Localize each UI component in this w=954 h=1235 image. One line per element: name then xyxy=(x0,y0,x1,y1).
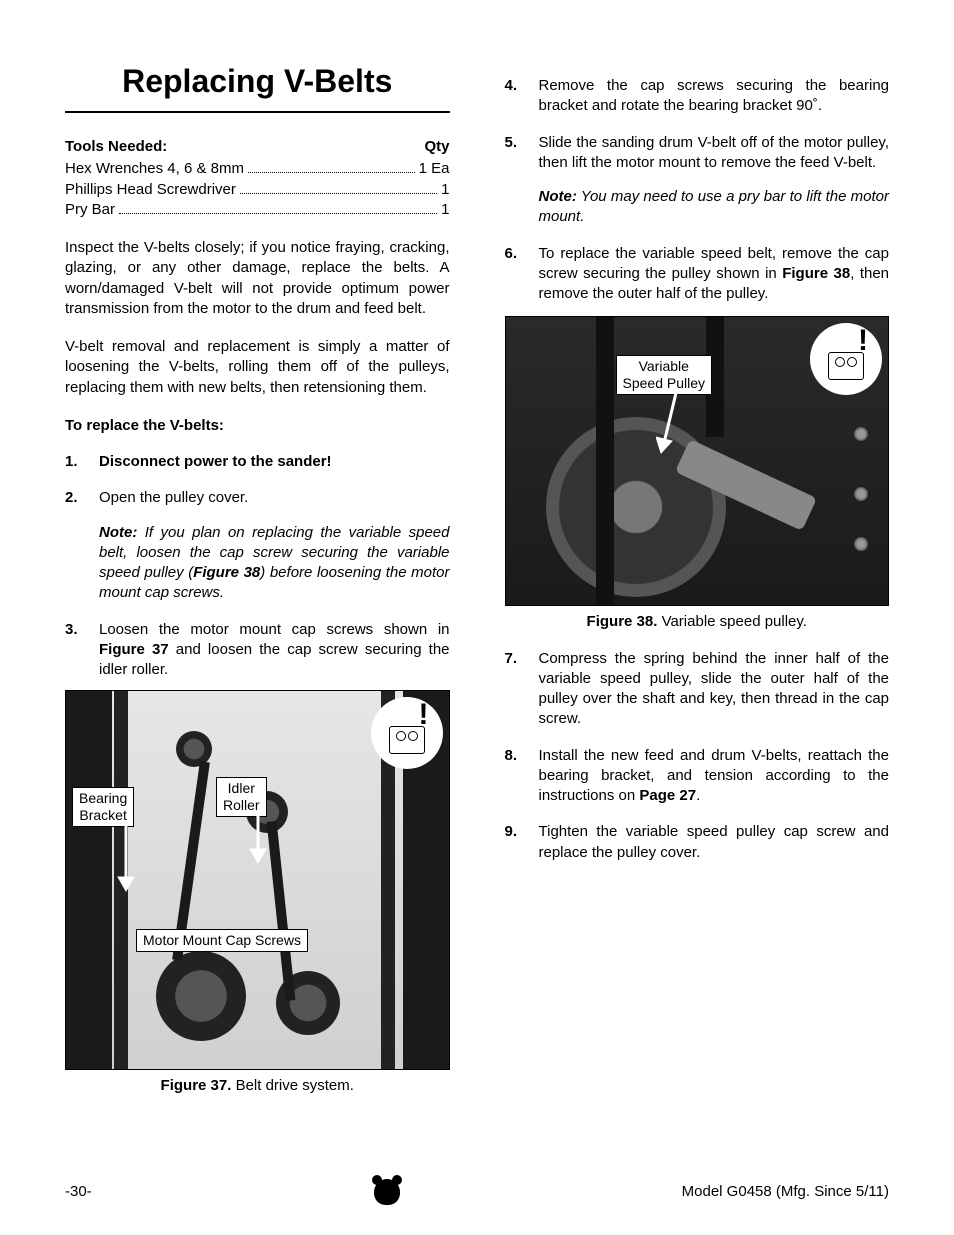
step-7: 7. Compress the spring behind the inner … xyxy=(505,649,890,730)
plug-icon xyxy=(389,726,425,754)
caption-label: Figure 37. xyxy=(161,1077,232,1094)
step-number: 4. xyxy=(505,76,539,117)
step-text-a: Loosen the motor mount cap screws shown … xyxy=(99,621,450,638)
callout-idler-roller: Idler Roller xyxy=(216,777,267,817)
page-title: Replacing V-Belts xyxy=(65,60,450,103)
figure-38: ! Variable Speed Pulley xyxy=(505,316,890,606)
tool-row: Phillips Head Screwdriver 1 xyxy=(65,180,450,200)
step-text-a: Install the new feed and drum V-belts, r… xyxy=(539,747,890,805)
warning-icon: ! xyxy=(371,697,443,769)
bear-logo-icon xyxy=(374,1179,400,1205)
right-column: 4. Remove the cap screws securing the be… xyxy=(505,60,890,1097)
step-number: 7. xyxy=(505,649,539,730)
note-label: Note: xyxy=(99,524,137,541)
steps-list-left-cont: 3. Loosen the motor mount cap screws sho… xyxy=(65,620,450,681)
note-label: Note: xyxy=(539,188,577,205)
warning-icon: ! xyxy=(810,323,882,395)
tools-header-left: Tools Needed: xyxy=(65,137,167,157)
step-2: 2. Open the pulley cover. xyxy=(65,488,450,508)
caption-text: Variable speed pulley. xyxy=(657,613,807,630)
tool-name: Pry Bar xyxy=(65,200,115,220)
steps-list-right-cont2: 7. Compress the spring behind the inner … xyxy=(505,649,890,863)
step-5-note: Note: You may need to use a pry bar to l… xyxy=(539,187,890,228)
step-body: Install the new feed and drum V-belts, r… xyxy=(539,746,890,807)
step-number: 6. xyxy=(505,244,539,305)
dots-leader xyxy=(248,172,415,173)
step-9: 9. Tighten the variable speed pulley cap… xyxy=(505,822,890,863)
caption-label: Figure 38. xyxy=(587,613,658,630)
steps-list-right: 4. Remove the cap screws securing the be… xyxy=(505,76,890,173)
intro-paragraph-2: V-belt removal and replacement is simply… xyxy=(65,337,450,398)
step-number: 9. xyxy=(505,822,539,863)
tool-name: Hex Wrenches 4, 6 & 8mm xyxy=(65,159,244,179)
step-number: 1. xyxy=(65,452,99,472)
step-body: To replace the variable speed belt, remo… xyxy=(539,244,890,305)
figure-37: ! Bearing Bracket Idler Roller Motor Mou… xyxy=(65,690,450,1070)
step-6: 6. To replace the variable speed belt, r… xyxy=(505,244,890,305)
step-3: 3. Loosen the motor mount cap screws sho… xyxy=(65,620,450,681)
step-4: 4. Remove the cap screws securing the be… xyxy=(505,76,890,117)
arrow-icon xyxy=(238,813,278,873)
step-body: Disconnect power to the sander! xyxy=(99,452,450,472)
arrow-icon xyxy=(656,393,696,463)
tools-header: Tools Needed: Qty xyxy=(65,137,450,157)
tool-name: Phillips Head Screwdriver xyxy=(65,180,236,200)
step-number: 3. xyxy=(65,620,99,681)
tool-qty: 1 Ea xyxy=(419,159,450,179)
arrow-icon xyxy=(106,821,146,901)
title-rule xyxy=(65,111,450,113)
callout-motor-mount: Motor Mount Cap Screws xyxy=(136,929,308,952)
steps-list-right-cont1: 6. To replace the variable speed belt, r… xyxy=(505,244,890,305)
step-body: Compress the spring behind the inner hal… xyxy=(539,649,890,730)
procedure-header: To replace the V-belts: xyxy=(65,416,450,436)
step-number: 5. xyxy=(505,133,539,174)
tool-row: Hex Wrenches 4, 6 & 8mm 1 Ea xyxy=(65,159,450,179)
step-text-b: . xyxy=(696,787,700,804)
step-5: 5. Slide the sanding drum V-belt off of … xyxy=(505,133,890,174)
note-text: You may need to use a pry bar to lift th… xyxy=(539,188,890,225)
steps-list-left: 1. Disconnect power to the sander! 2. Op… xyxy=(65,452,450,509)
dots-leader xyxy=(240,193,437,194)
step-body: Open the pulley cover. xyxy=(99,488,450,508)
tool-qty: 1 xyxy=(441,180,449,200)
step-8: 8. Install the new feed and drum V-belts… xyxy=(505,746,890,807)
figure-ref: Figure 38 xyxy=(193,564,260,581)
page-ref: Page 27 xyxy=(639,787,696,804)
step-2-note: Note: If you plan on replacing the varia… xyxy=(99,523,450,604)
step-number: 2. xyxy=(65,488,99,508)
model-label: Model G0458 (Mfg. Since 5/11) xyxy=(682,1182,889,1202)
step-number: 8. xyxy=(505,746,539,807)
tools-header-right: Qty xyxy=(424,137,449,157)
left-column: Replacing V-Belts Tools Needed: Qty Hex … xyxy=(65,60,450,1097)
plug-icon xyxy=(828,352,864,380)
callout-variable-speed-pulley: Variable Speed Pulley xyxy=(616,355,713,395)
step-body: Remove the cap screws securing the beari… xyxy=(539,76,890,117)
step-body: Loosen the motor mount cap screws shown … xyxy=(99,620,450,681)
caption-text: Belt drive system. xyxy=(231,1077,354,1094)
figure-ref: Figure 37 xyxy=(99,641,169,658)
intro-paragraph-1: Inspect the V-belts closely; if you noti… xyxy=(65,238,450,319)
page-number: -30- xyxy=(65,1182,92,1202)
figure-38-caption: Figure 38. Variable speed pulley. xyxy=(505,612,890,632)
step-body: Slide the sanding drum V-belt off of the… xyxy=(539,133,890,174)
figure-ref: Figure 38 xyxy=(782,265,850,282)
dots-leader xyxy=(119,213,437,214)
page-footer: -30- Model G0458 (Mfg. Since 5/11) xyxy=(65,1179,889,1205)
tool-qty: 1 xyxy=(441,200,449,220)
step-1: 1. Disconnect power to the sander! xyxy=(65,452,450,472)
tool-row: Pry Bar 1 xyxy=(65,200,450,220)
figure-37-caption: Figure 37. Belt drive system. xyxy=(65,1076,450,1096)
step-body: Tighten the variable speed pulley cap sc… xyxy=(539,822,890,863)
